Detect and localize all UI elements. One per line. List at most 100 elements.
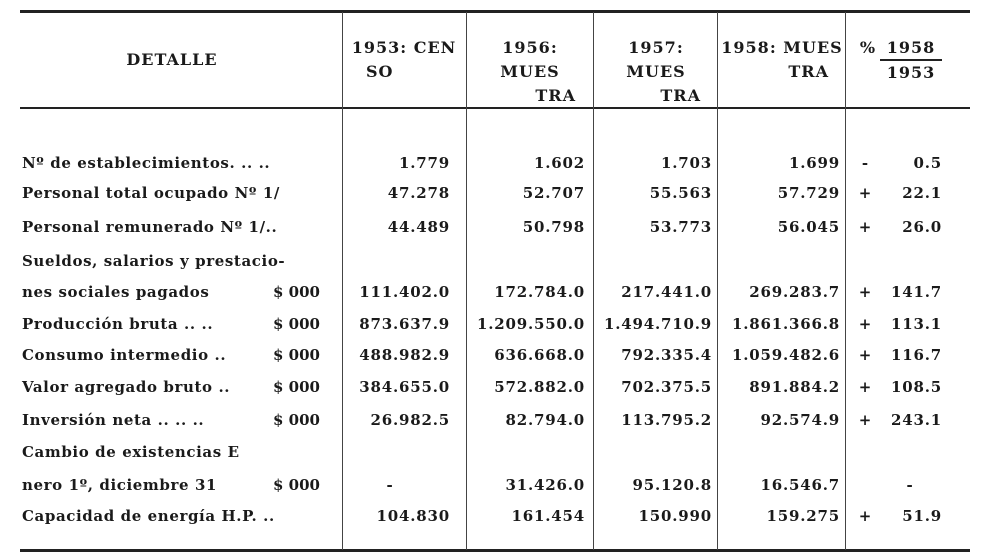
table-row: Nº de establecimientos. .. .. 1.779 1.602 1…: [0, 148, 981, 178]
row-pct-sign: +: [858, 346, 872, 364]
row-pct-value: -: [906, 476, 914, 494]
table-row: Producción bruta .. .. $ 000 873.637.9 1.20…: [0, 309, 981, 339]
header-1958-line2: TRA: [788, 62, 829, 81]
row-label: nes sociales pagados: [22, 283, 210, 301]
row-value-1953: 26.982.5: [370, 411, 450, 429]
header-1958-line1: 1958: MUES: [721, 38, 843, 57]
header-1956: 1956: MUES TRA: [470, 36, 590, 108]
header-1953: 1953: CEN SO: [346, 36, 462, 84]
row-value-1957: 702.375.5: [621, 378, 712, 396]
row-label: Cambio de existencias E: [22, 443, 240, 461]
table-row: Capacidad de energía H.P. .. 104.830 161.4…: [0, 501, 981, 531]
row-unit: [268, 178, 320, 208]
header-1957-line1: 1957: MUES: [626, 38, 686, 81]
table-row: Personal remunerado Nº 1/.. 44.489 50.798 5…: [0, 212, 981, 242]
row-label: Inversión neta .. .. ..: [22, 411, 205, 429]
row-label: Personal total ocupado Nº 1/: [22, 184, 280, 202]
row-value-1956: 1.602: [534, 154, 585, 172]
row-value-1956: 1.209.550.0: [477, 315, 585, 333]
row-pct-sign: +: [858, 184, 872, 202]
row-value-1953: 47.278: [387, 184, 450, 202]
row-unit: [268, 501, 320, 531]
row-label: Nº de establecimientos. .. ..: [22, 154, 271, 172]
table-row: Personal total ocupado Nº 1/47.278 52.707…: [0, 178, 981, 208]
row-value-1953: [330, 437, 450, 467]
row-value-1953: 111.402.0: [359, 283, 450, 301]
row-pct-value: 113.1: [891, 315, 942, 333]
row-value-1953: 873.637.9: [359, 315, 450, 333]
row-label: nero 1º, diciembre 31: [22, 476, 218, 494]
row-pct-value: [880, 246, 942, 276]
row-value-1957: 217.441.0: [621, 283, 712, 301]
row-value-1956: 52.707: [522, 184, 585, 202]
header-1958: 1958: MUES TRA: [721, 36, 843, 84]
row-value-1958: [716, 437, 840, 467]
row-value-1956: 572.882.0: [494, 378, 585, 396]
row-value-1957: 792.335.4: [621, 346, 712, 364]
row-pct-sign: +: [858, 378, 872, 396]
row-value-1957: [588, 246, 712, 276]
row-label: Personal remunerado Nº 1/..: [22, 218, 278, 236]
table-top-rule: [20, 10, 970, 13]
header-pct-ratio: 1958 1953: [880, 36, 942, 84]
header-1956-line2: TRA: [535, 86, 576, 105]
row-pct-value: 51.9: [902, 507, 942, 525]
header-detalle: DETALLE: [126, 50, 218, 69]
row-pct-sign: -: [861, 154, 869, 172]
table-row: Cambio de existencias E: [0, 437, 981, 467]
row-value-1953: 44.489: [387, 218, 450, 236]
row-value-1956: 172.784.0: [494, 283, 585, 301]
row-value-1953: [330, 246, 450, 276]
row-unit: [268, 437, 320, 467]
column-divider: [845, 12, 846, 550]
row-value-1957: 53.773: [649, 218, 712, 236]
row-unit: [268, 148, 320, 178]
table-row: nes sociales pagados $ 000 111.402.0 172.78…: [0, 277, 981, 307]
row-unit: $ 000: [273, 283, 320, 301]
row-value-1953: 384.655.0: [359, 378, 450, 396]
row-value-1958: 57.729: [777, 184, 840, 202]
row-pct-value: 108.5: [891, 378, 942, 396]
row-value-1957: 150.990: [638, 507, 712, 525]
header-pct-symbol: %: [859, 38, 877, 57]
row-unit: $ 000: [273, 315, 320, 333]
row-value-1953: 104.830: [376, 507, 450, 525]
row-pct-value: 243.1: [891, 411, 942, 429]
header-1953-line2: SO: [366, 62, 394, 81]
row-pct-sign: +: [858, 315, 872, 333]
row-value-1957: 95.120.8: [632, 476, 712, 494]
table-row: Sueldos, salarios y prestacio-: [0, 246, 981, 276]
row-pct-sign: [855, 246, 875, 276]
row-label: Producción bruta .. ..: [22, 315, 214, 333]
row-value-1958: 1.861.366.8: [732, 315, 840, 333]
column-divider: [466, 12, 467, 550]
row-unit: [268, 246, 320, 276]
header-1957-line2: TRA: [660, 86, 701, 105]
row-pct-sign: +: [858, 507, 872, 525]
row-value-1956: 82.794.0: [505, 411, 585, 429]
row-value-1958: [716, 246, 840, 276]
row-value-1958: 1.059.482.6: [732, 346, 840, 364]
header-pct-bottom: 1953: [886, 63, 936, 82]
header-1956-line1: 1956: MUES: [500, 38, 560, 81]
row-label: Sueldos, salarios y prestacio-: [22, 252, 286, 270]
table-row: nero 1º, diciembre 31 $ 000 - 31.426.0 95.12…: [0, 470, 981, 500]
row-unit: $ 000: [273, 476, 320, 494]
row-pct-value: [880, 437, 942, 467]
column-divider: [717, 12, 718, 550]
row-value-1956: 31.426.0: [505, 476, 585, 494]
table-row: Valor agregado bruto .. $ 000 384.655.0 572…: [0, 372, 981, 402]
row-value-1958: 269.283.7: [749, 283, 840, 301]
row-value-1958: 891.884.2: [749, 378, 840, 396]
row-pct-value: 116.7: [891, 346, 942, 364]
row-value-1956: [461, 246, 585, 276]
column-divider: [342, 12, 343, 550]
row-value-1956: 161.454: [511, 507, 585, 525]
row-pct-sign: +: [858, 411, 872, 429]
row-pct-value: 141.7: [891, 283, 942, 301]
header-pct-top: 1958: [880, 36, 942, 61]
row-pct-value: 26.0: [902, 218, 942, 236]
table-bottom-rule: [20, 549, 970, 552]
table-header-rule: [20, 107, 970, 109]
